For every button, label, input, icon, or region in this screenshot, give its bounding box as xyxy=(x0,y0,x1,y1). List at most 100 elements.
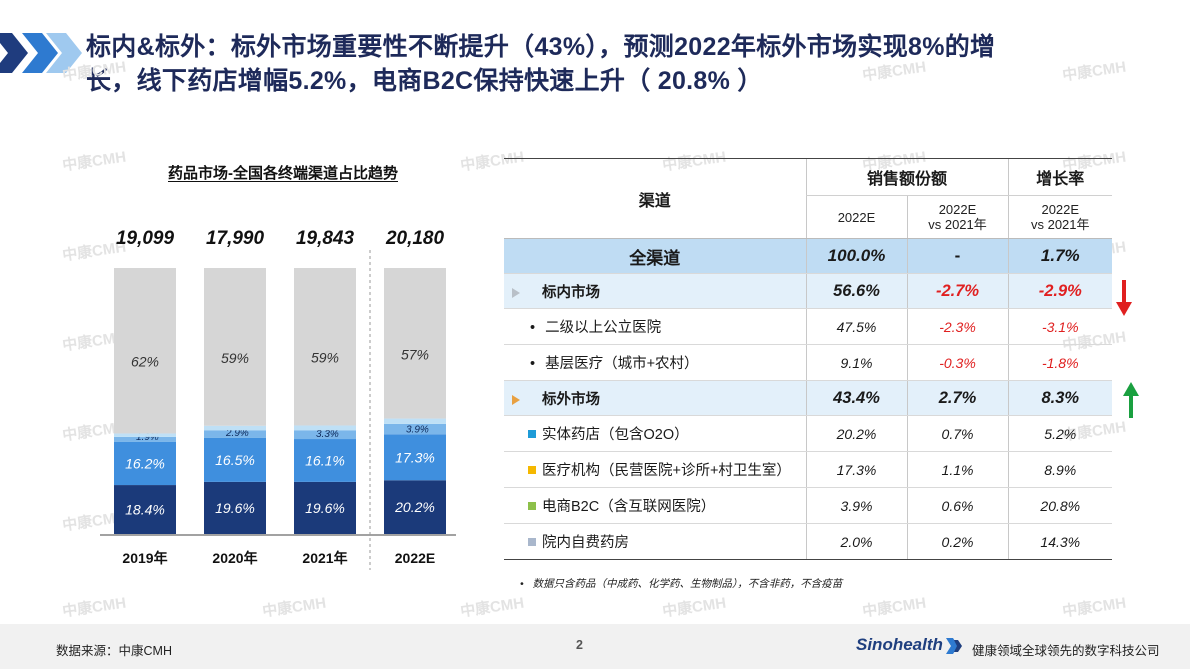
row-name: 全渠道 xyxy=(504,238,806,274)
table-row-total: 全渠道 100.0% - 1.7% xyxy=(504,238,1113,274)
bar-value-label: 18.4% xyxy=(125,502,165,518)
table-row: • 基层医疗（城市+农村） 9.1% -0.3% -1.8% xyxy=(504,344,1113,381)
bar-value-label: 17.3% xyxy=(395,449,435,465)
footer: 数据来源：中康CMH 2 Sinohealth 健康领域全球领先的数字科技公司 xyxy=(0,624,1190,669)
bar-segment xyxy=(204,430,266,438)
bar-segment xyxy=(294,430,356,440)
bar-segment xyxy=(294,268,356,426)
bar-total-label: 17,990 xyxy=(206,228,265,249)
chevron-decoration-icon xyxy=(22,33,58,73)
bar-segment xyxy=(204,268,266,426)
watermark-text: 中康CMH xyxy=(61,594,128,621)
brand-mark-icon xyxy=(946,638,962,654)
bar-value-label: 16.1% xyxy=(305,452,345,468)
row-name: 二级以上公立医院 xyxy=(545,320,662,336)
row-share-change: 0.7% xyxy=(906,415,1009,452)
chevron-decoration-icon xyxy=(0,33,28,73)
bar-value-label: 2.9% xyxy=(225,428,249,439)
watermark-text: 中康CMH xyxy=(459,594,526,621)
table-row-segment: 标外市场 43.4% 2.7% 8.3% xyxy=(504,380,1113,416)
bar-segment xyxy=(294,439,356,482)
column-header-share: 销售额份额 xyxy=(805,158,1009,196)
row-name: 标外市场 xyxy=(542,391,600,408)
category-label: 2019年 xyxy=(122,550,167,566)
subheader-growth-vs: 2022E vs 2021年 xyxy=(1007,195,1113,239)
title-line-2: 长，线下药店增幅5.2%，电商B2C保持快速上升（ 20.8% ） xyxy=(86,67,763,95)
bar-segment xyxy=(204,425,266,431)
bar-value-label: 1.9% xyxy=(136,432,159,443)
bar-segment xyxy=(204,437,266,482)
watermark-text: 中康CMH xyxy=(1061,594,1128,621)
row-share-change: 1.1% xyxy=(906,451,1009,488)
triangle-bullet-icon xyxy=(512,287,520,298)
row-share: 47.5% xyxy=(805,308,907,345)
row-growth: -2.9% xyxy=(1007,273,1113,309)
bar-segment xyxy=(294,481,356,534)
subheader-2022e: 2022E xyxy=(805,195,907,239)
row-growth: 5.2% xyxy=(1007,415,1113,452)
table-row: 医疗机构（民营医院+诊所+村卫生室） 17.3% 1.1% 8.9% xyxy=(504,451,1113,488)
square-legend-icon xyxy=(528,466,536,475)
row-growth: -3.1% xyxy=(1007,308,1113,345)
bar-value-label: 62% xyxy=(131,354,159,370)
watermark-text: 中康CMH xyxy=(661,594,728,621)
row-share-change: 0.6% xyxy=(906,487,1009,524)
bar-total-label: 19,843 xyxy=(296,228,355,249)
brand-logo: Sinohealth xyxy=(856,635,943,654)
row-growth: 20.8% xyxy=(1007,487,1113,524)
bar-total-label: 20,180 xyxy=(385,228,445,249)
bar-value-label: 19.6% xyxy=(305,500,345,516)
row-share: 100.0% xyxy=(805,238,907,274)
row-share-change: -2.3% xyxy=(906,308,1009,345)
footnote: • 数据只含药品（中成药、化学药、生物制品），不含非药，不含疫苗 xyxy=(520,578,843,590)
bar-value-label: 3.9% xyxy=(406,424,429,435)
bar-segment xyxy=(294,425,356,431)
dot-bullet-icon: • xyxy=(530,320,536,336)
square-legend-icon xyxy=(528,538,536,547)
page-title: 标内&标外：标外市场重要性不断提升（43%），预测2022年标外市场实现8%的增… xyxy=(86,30,1156,98)
column-header-channel: 渠道 xyxy=(504,158,806,239)
row-share-change: 2.7% xyxy=(906,380,1009,416)
row-name: 电商B2C（含互联网医院） xyxy=(542,499,716,515)
row-share: 17.3% xyxy=(805,451,907,488)
bar-segment xyxy=(204,481,266,534)
bar-value-label: 3.3% xyxy=(316,429,339,440)
bar-total-label: 19,099 xyxy=(116,228,175,249)
bar-segment xyxy=(114,268,176,434)
category-label: 2021年 xyxy=(302,550,347,566)
footnote-text: 数据只含药品（中成药、化学药、生物制品），不含非药，不含疫苗 xyxy=(532,578,843,590)
triangle-bullet-icon xyxy=(512,394,520,405)
row-share-change: -0.3% xyxy=(906,344,1009,381)
subheader-share-vs: 2022E vs 2021年 xyxy=(906,195,1009,239)
company-slogan: 健康领域全球领先的数字科技公司 xyxy=(972,644,1160,658)
row-share: 3.9% xyxy=(805,487,907,524)
row-share-change: -2.7% xyxy=(906,273,1009,309)
table-row: 电商B2C（含互联网医院） 3.9% 0.6% 20.8% xyxy=(504,487,1113,524)
page-number: 2 xyxy=(576,638,583,652)
row-name: 实体药店（包含O2O） xyxy=(542,427,689,443)
row-share: 43.4% xyxy=(805,380,907,416)
table-row: • 二级以上公立医院 47.5% -2.3% -3.1% xyxy=(504,308,1113,345)
row-share-change: 0.2% xyxy=(906,523,1009,560)
square-legend-icon xyxy=(528,430,536,439)
row-share-change: - xyxy=(906,238,1009,274)
category-label: 2020年 xyxy=(212,550,257,566)
column-header-growth: 增长率 xyxy=(1007,158,1113,196)
row-growth: 8.3% xyxy=(1007,380,1113,416)
chart-title: 药品市场-全国各终端渠道占比趋势 xyxy=(168,165,398,182)
title-line-1: 标内&标外：标外市场重要性不断提升（43%），预测2022年标外市场实现8%的增 xyxy=(86,33,996,61)
bar-segment xyxy=(384,480,446,534)
table-row: 院内自费药房 2.0% 0.2% 14.3% xyxy=(504,523,1113,560)
stacked-bar-chart: 19,09918.4%16.2%1.9%1.3%62%2019年17,99019… xyxy=(100,228,456,570)
row-growth: 8.9% xyxy=(1007,451,1113,488)
row-growth: 1.7% xyxy=(1007,238,1113,274)
row-growth: 14.3% xyxy=(1007,523,1113,560)
dot-bullet-icon: • xyxy=(530,356,536,372)
bar-value-label: 57% xyxy=(401,346,429,362)
square-legend-icon xyxy=(528,502,536,511)
bar-value-label: 16.2% xyxy=(125,456,165,472)
row-share: 2.0% xyxy=(805,523,907,560)
up-arrow-icon xyxy=(1123,382,1139,418)
row-name: 基层医疗（城市+农村） xyxy=(545,356,699,372)
bar-segment xyxy=(384,418,446,424)
